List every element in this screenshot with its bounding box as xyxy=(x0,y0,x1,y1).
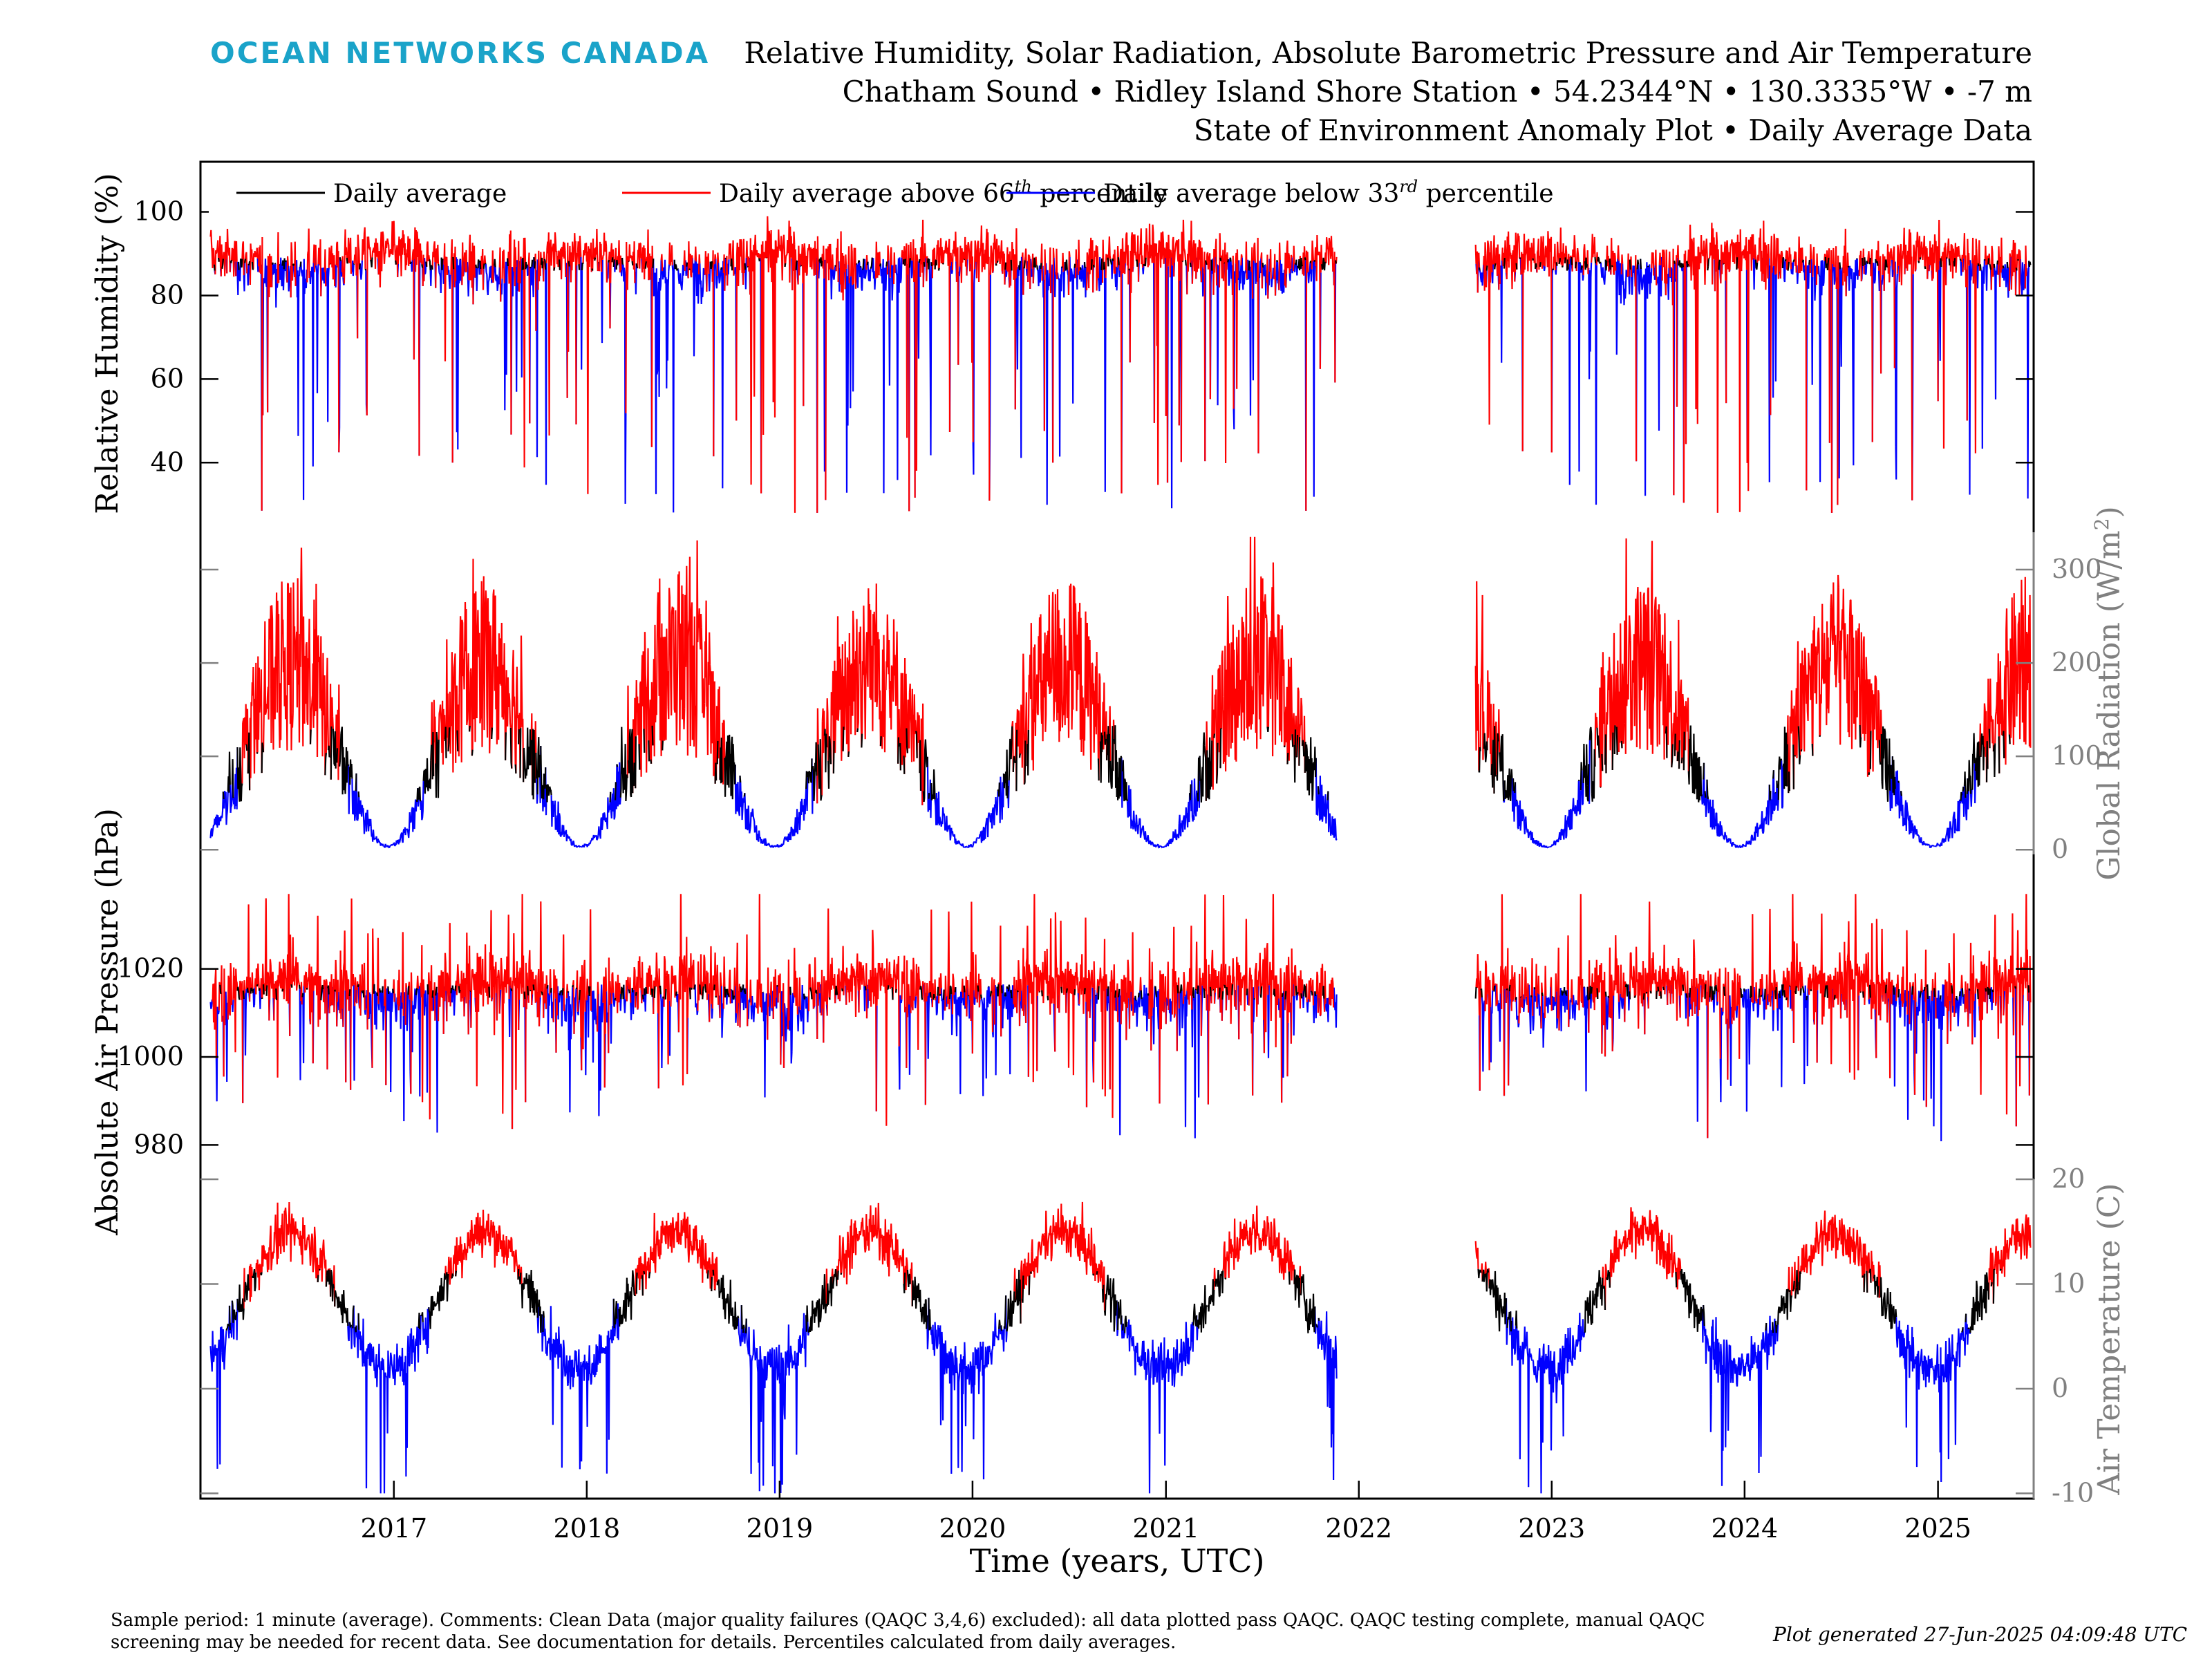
plot-generated-stamp: Plot generated 27-Jun-2025 04:09:48 UTC xyxy=(1773,1623,2187,1646)
legend-label-0: Daily average xyxy=(333,180,507,208)
x-tick-label-2019: 2019 xyxy=(747,1513,814,1544)
temp-tick-label-10: 10 xyxy=(2052,1268,2085,1298)
rad-series-above xyxy=(241,536,2032,805)
temp-tick-label-0: 0 xyxy=(2052,1373,2068,1403)
rad-series-below xyxy=(209,740,1976,849)
pres-tick-label-1000: 1000 xyxy=(117,1041,184,1071)
ocean-networks-canada-logo: OCEAN NETWORKS CANADA xyxy=(210,36,711,70)
temp-tick-label-20: 20 xyxy=(2052,1163,2085,1194)
rad-tick-label-100: 100 xyxy=(2052,740,2102,771)
rh-tick-label-100: 100 xyxy=(133,196,184,227)
pres-y-axis-label: Absolute Air Pressure (hPa) xyxy=(90,808,125,1236)
rad-tick-label-0: 0 xyxy=(2052,834,2068,864)
rad-tick-label-300: 300 xyxy=(2052,554,2102,584)
temp-series-below xyxy=(209,1295,1971,1494)
legend-background xyxy=(209,170,1508,216)
panel-temp xyxy=(209,1201,2032,1494)
x-tick-label-2023: 2023 xyxy=(1518,1513,1585,1544)
rh-series-average xyxy=(213,256,2032,271)
rh-y-axis-label: Relative Humidity (%) xyxy=(90,173,125,514)
rh-tick-label-80: 80 xyxy=(151,279,184,310)
pres-series-above xyxy=(212,894,2032,1138)
legend-label-2: Daily average below 33rd percentile xyxy=(1103,177,1554,208)
x-tick-label-2020: 2020 xyxy=(939,1513,1006,1544)
x-tick-label-2024: 2024 xyxy=(1711,1513,1778,1544)
footer-comment: Sample period: 1 minute (average). Comme… xyxy=(111,1610,1705,1653)
panel-rh xyxy=(209,216,2032,513)
x-axis-label: Time (years, UTC) xyxy=(970,1542,1265,1580)
rad-y-axis-label: Global Radiation (W/m2) xyxy=(2090,506,2128,881)
pres-tick-label-1020: 1020 xyxy=(117,953,184,984)
pres-series-average xyxy=(219,983,2030,1002)
x-tick-label-2025: 2025 xyxy=(1904,1513,1971,1544)
rad-series-average xyxy=(222,724,2011,803)
x-tick-label-2017: 2017 xyxy=(360,1513,427,1544)
temp-series-average xyxy=(225,1268,2002,1333)
chart-subtitle-location: Chatham Sound • Ridley Island Shore Stat… xyxy=(842,75,2032,109)
legend: Daily average Daily average above 66th pe… xyxy=(209,170,1554,216)
pres-series-below xyxy=(209,984,2030,1142)
chart-subtitle-plot-type: State of Environment Anomaly Plot • Dail… xyxy=(1193,113,2032,147)
legend-label-1: Daily average above 66th percentile xyxy=(719,177,1168,208)
x-tick-label-2022: 2022 xyxy=(1325,1513,1392,1544)
panel-pres xyxy=(209,894,2032,1142)
pres-tick-label-980: 980 xyxy=(133,1129,184,1159)
panel-rad xyxy=(209,536,2032,849)
chart-title: Relative Humidity, Solar Radiation, Abso… xyxy=(744,36,2032,70)
rh-tick-label-60: 60 xyxy=(151,363,184,393)
x-tick-label-2021: 2021 xyxy=(1132,1513,1199,1544)
series-layer xyxy=(209,216,2032,1494)
temp-y-axis-label: Air Temperature (C) xyxy=(2092,1183,2127,1495)
temp-tick-label--10: -10 xyxy=(2052,1477,2094,1508)
rh-series-above xyxy=(209,216,2027,513)
temp-series-above xyxy=(243,1201,2032,1324)
rh-tick-label-40: 40 xyxy=(151,447,184,477)
x-tick-label-2018: 2018 xyxy=(553,1513,620,1544)
rad-tick-label-200: 200 xyxy=(2052,647,2102,677)
